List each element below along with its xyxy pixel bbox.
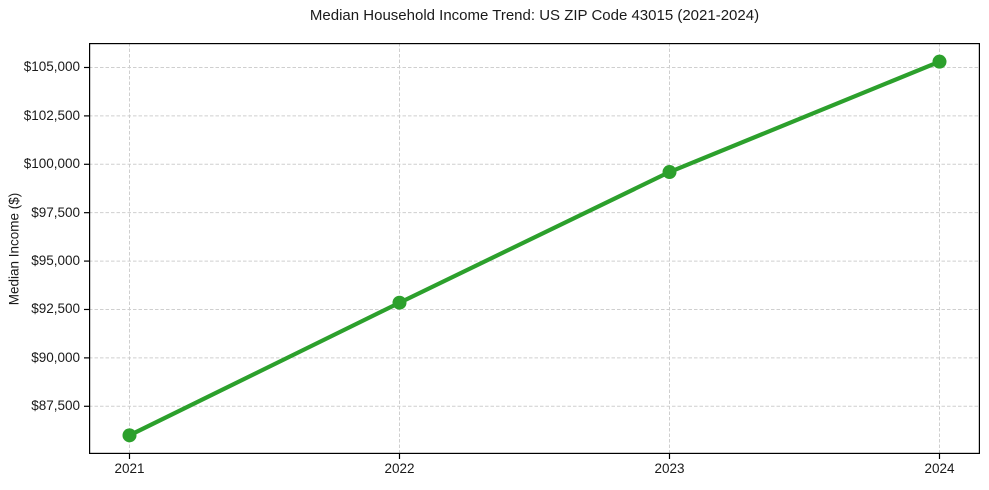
y-tick-label: $95,000 [31, 253, 80, 269]
y-tick-label: $105,000 [23, 59, 80, 75]
data-point-2023 [662, 165, 677, 180]
line-chart-canvas [84, 43, 980, 459]
plot-area [84, 43, 980, 459]
data-point-2022 [392, 295, 407, 310]
trend-line [127, 59, 942, 438]
x-tick-label: 2022 [384, 461, 415, 476]
y-tick-label: $90,000 [31, 349, 80, 365]
y-tick-label: $97,500 [31, 204, 80, 220]
x-tick-label: 2023 [654, 461, 685, 476]
y-tick-label: $102,500 [23, 107, 80, 123]
data-point-2024 [932, 54, 947, 69]
chart-title: Median Household Income Trend: US ZIP Co… [309, 7, 760, 24]
plot-border [89, 43, 980, 454]
x-tick-label: 2021 [114, 461, 145, 476]
x-tick-label: 2024 [924, 461, 955, 476]
data-point-2021 [122, 428, 137, 443]
y-tick-label: $92,500 [31, 301, 80, 317]
y-tick-label: $87,500 [31, 398, 80, 414]
y-tick-label: $100,000 [23, 156, 80, 172]
